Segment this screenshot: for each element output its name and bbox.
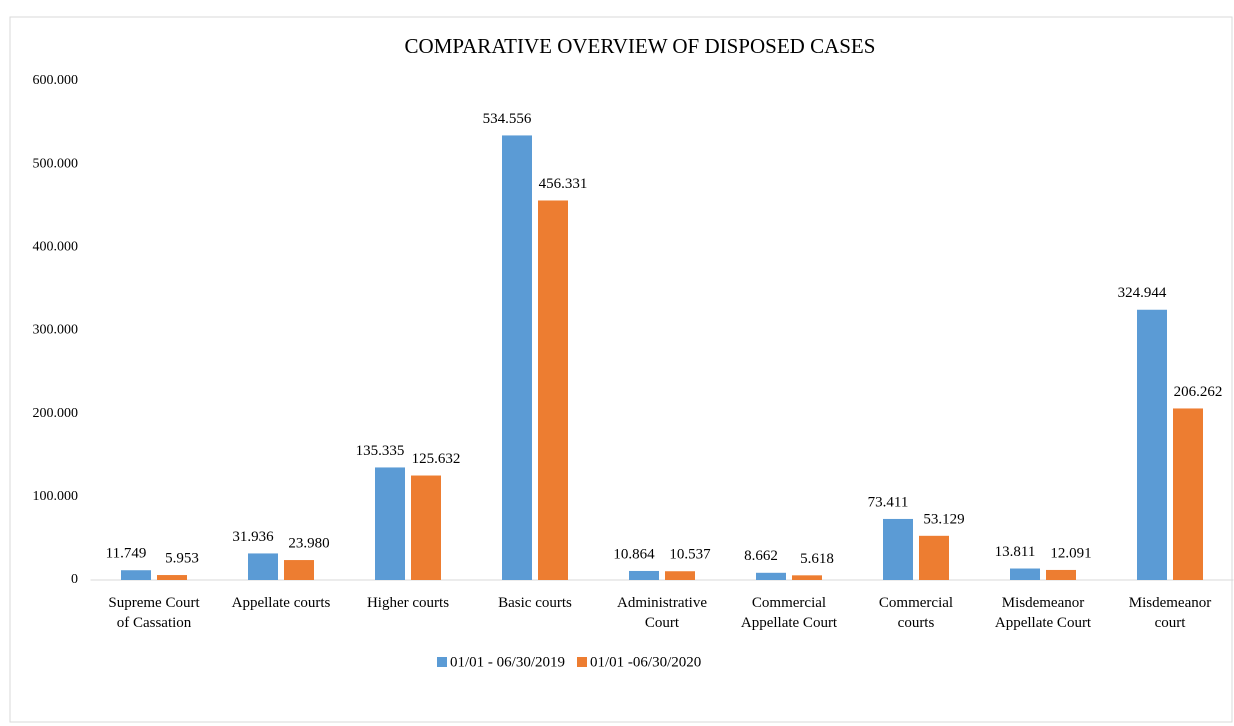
bar <box>1046 569 1076 580</box>
data-label: 456.331 <box>539 176 588 192</box>
data-label: 10.537 <box>669 547 711 563</box>
y-tick-label: 400.000 <box>33 240 79 255</box>
data-label: 12.091 <box>1050 545 1091 561</box>
x-tick-label: Misdemeanor court <box>1129 595 1211 631</box>
data-label: 13.811 <box>995 544 1036 560</box>
data-label: 31.936 <box>232 529 274 545</box>
bar <box>1173 408 1203 580</box>
y-tick-label: 300.000 <box>33 323 79 338</box>
data-label: 5.618 <box>800 551 834 567</box>
data-label: 324.944 <box>1118 285 1167 301</box>
y-tick-label: 200.000 <box>33 406 79 421</box>
legend-swatch <box>577 657 587 667</box>
x-tick-label: Supreme Court of Cassation <box>108 595 200 631</box>
bar <box>248 553 278 580</box>
bar <box>792 575 822 580</box>
data-label: 23.980 <box>288 535 329 551</box>
bar <box>883 518 913 580</box>
data-label: 135.335 <box>356 443 405 459</box>
y-tick-label: 100.000 <box>33 489 79 504</box>
data-label: 206.262 <box>1174 384 1223 400</box>
bar <box>157 575 187 580</box>
data-label: 5.953 <box>165 550 199 566</box>
legend-swatch <box>437 657 447 667</box>
y-tick-label: 500.000 <box>33 156 79 171</box>
bar <box>121 570 151 580</box>
bar <box>1010 568 1040 580</box>
bar <box>284 560 314 580</box>
data-label: 53.129 <box>923 511 964 527</box>
data-label: 8.662 <box>744 548 778 564</box>
data-label: 73.411 <box>868 494 909 510</box>
bar <box>665 571 695 580</box>
bar <box>1137 309 1167 580</box>
bar <box>756 572 786 580</box>
data-label: 534.556 <box>483 111 532 127</box>
data-label: 11.749 <box>106 546 147 562</box>
x-tick-label: Commercial Appellate Court <box>741 595 838 631</box>
bar <box>538 200 568 580</box>
legend-label: 01/01 - 06/30/2019 <box>450 654 565 670</box>
x-tick-label: Misdemeanor Appellate Court <box>995 595 1092 631</box>
x-tick-label: Higher courts <box>367 595 449 611</box>
chart-border <box>9 16 1233 723</box>
bar <box>629 570 659 580</box>
data-label: 125.632 <box>412 451 461 467</box>
bar <box>375 467 405 580</box>
y-tick-label: 0 <box>71 572 78 587</box>
x-tick-label: Commercial courts <box>879 595 953 631</box>
bar <box>919 535 949 580</box>
data-label: 10.864 <box>613 546 655 562</box>
bar <box>411 475 441 580</box>
x-tick-label: Administrative Court <box>617 595 707 631</box>
legend-label: 01/01 -06/30/2020 <box>590 654 701 670</box>
x-tick-label: Appellate courts <box>232 595 331 611</box>
y-tick-label: 600.000 <box>33 73 79 88</box>
bar <box>502 135 532 580</box>
x-tick-label: Basic courts <box>498 595 572 611</box>
chart-title: COMPARATIVE OVERVIEW OF DISPOSED CASES <box>405 34 876 58</box>
